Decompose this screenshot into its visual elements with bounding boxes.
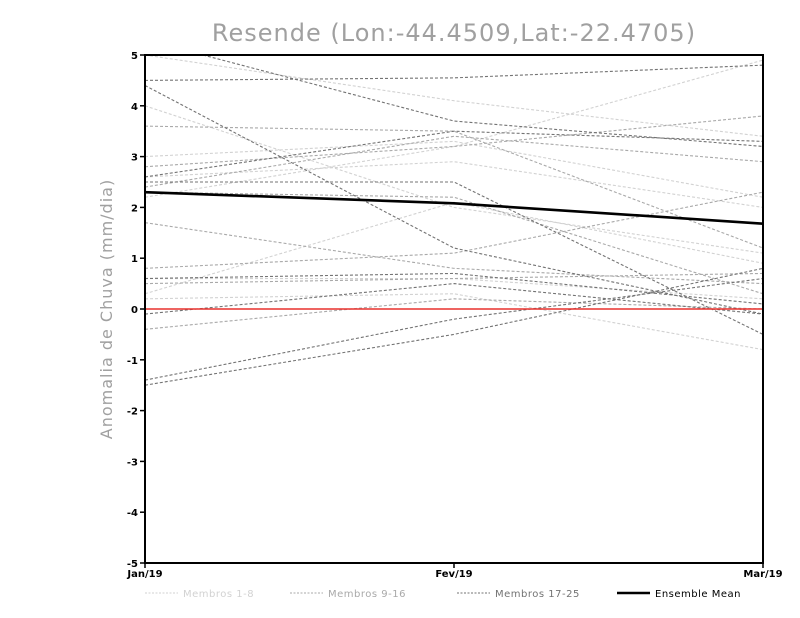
plot-area: -5 -4 -3 -2 -1 0 1 2 3 4 5 Jan/19 Fev/19 Mar/19 <box>126 51 782 580</box>
y-tick-label: -2 <box>127 407 138 418</box>
series-line-m24 <box>145 272 763 305</box>
y-tick-label: 1 <box>131 254 138 265</box>
series-line-m7 <box>145 293 763 351</box>
series-line-m18 <box>200 55 763 147</box>
legend: Membros 1-8 Membros 9-16 Membros 17-25 Ense… <box>145 589 741 600</box>
y-tick-label: 0 <box>131 305 138 316</box>
series-line-m21 <box>145 277 763 381</box>
y-tick-label: -1 <box>127 356 138 367</box>
y-tick-label: 5 <box>131 51 138 62</box>
series-line-m25 <box>145 130 763 178</box>
series-line-m2 <box>145 140 763 198</box>
legend-label: Membros 1-8 <box>183 589 254 600</box>
series-line-m20 <box>145 181 763 335</box>
legend-label: Ensemble Mean <box>655 589 741 600</box>
y-tick-label: 4 <box>131 102 138 113</box>
y-tick-label: -3 <box>127 457 138 468</box>
x-tick-label: Fev/19 <box>435 569 472 580</box>
series-line-m23 <box>145 283 763 315</box>
series-line-m13 <box>145 272 763 285</box>
chart-title: Resende (Lon:-44.4509,Lat:-22.4705) <box>212 19 696 47</box>
series-line-m5 <box>145 55 763 137</box>
series-line-m1 <box>145 105 763 254</box>
series-lines <box>145 55 763 386</box>
series-line-m10 <box>145 222 763 285</box>
y-tick-label: -5 <box>127 559 138 570</box>
series-line-m14 <box>145 298 763 330</box>
series-line-m9 <box>145 125 763 249</box>
legend-label: Membros 17-25 <box>495 589 580 600</box>
series-line-m3 <box>145 59 763 198</box>
series-line-m19 <box>145 84 763 315</box>
y-tick-label: -4 <box>127 508 138 519</box>
series-line-m11 <box>145 115 763 168</box>
y-axis-label: Anomalia de Chuva (mm/dia) <box>97 179 116 439</box>
ensemble-mean-line <box>145 190 763 225</box>
y-tick-label: 2 <box>131 203 138 214</box>
x-tick-label: Jan/19 <box>126 569 162 580</box>
legend-label: Membros 9-16 <box>328 589 406 600</box>
series-line-m12 <box>145 135 763 188</box>
series-line-m17 <box>145 64 763 81</box>
series-line-m22 <box>145 267 763 386</box>
series-line-m6 <box>145 161 763 208</box>
y-tick-label: 3 <box>131 153 138 164</box>
series-line-m4 <box>145 201 763 295</box>
x-tick-label: Mar/19 <box>743 569 782 580</box>
